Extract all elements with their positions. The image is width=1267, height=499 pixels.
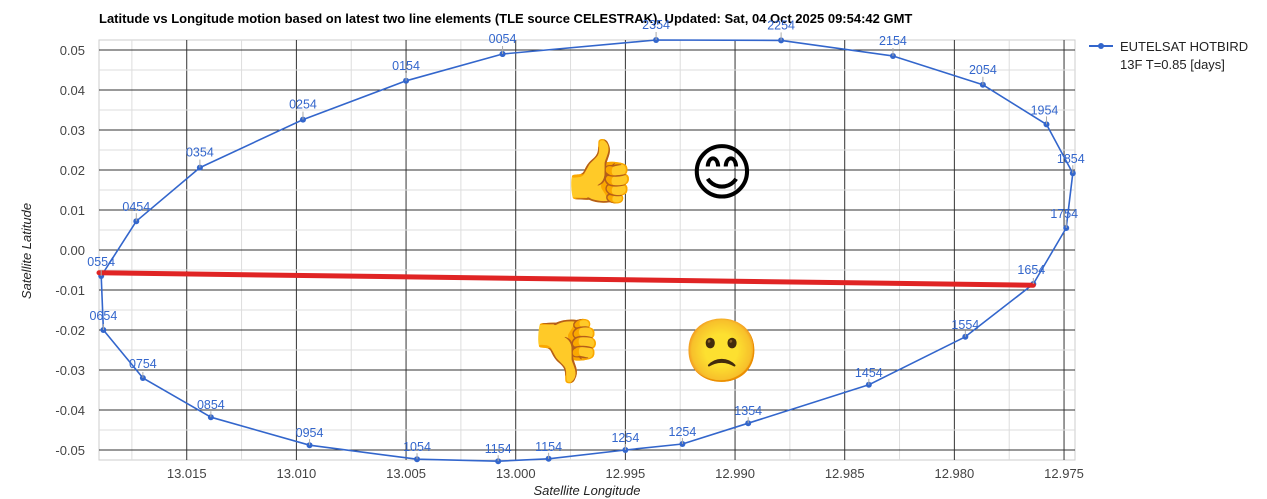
x-tick-label: 12.995	[605, 466, 645, 481]
y-tick-label: -0.01	[55, 283, 85, 298]
x-tick-label: 13.005	[386, 466, 426, 481]
data-label: 0754	[129, 357, 157, 371]
data-label: 2354	[642, 18, 670, 32]
data-label: 0854	[197, 398, 225, 412]
x-tick-label: 12.980	[934, 466, 974, 481]
thumbs-down-icon: 👎	[528, 314, 605, 387]
x-tick-label: 12.990	[715, 466, 755, 481]
thumbs-up-icon: 👍	[560, 134, 637, 207]
data-label: 1754	[1050, 207, 1078, 221]
data-label: 0354	[186, 146, 214, 160]
x-tick-label: 12.975	[1044, 466, 1084, 481]
data-label: 1654	[1017, 263, 1045, 277]
x-tick-label: 13.015	[167, 466, 207, 481]
y-tick-label: -0.04	[55, 403, 85, 418]
data-label: 1254	[669, 425, 697, 439]
y-tick-label: 0.03	[60, 123, 85, 138]
x-tick-label: 13.010	[277, 466, 317, 481]
data-label: 0254	[289, 98, 317, 112]
y-tick-label: 0.02	[60, 163, 85, 178]
data-label: 1854	[1057, 152, 1085, 166]
annotation-layer	[96, 270, 1036, 288]
data-label: 2054	[969, 63, 997, 77]
y-tick-label: 0.01	[60, 203, 85, 218]
legend[interactable]: EUTELSAT HOTBIRD 13F T=0.85 [days]	[1089, 39, 1248, 72]
data-label: 2154	[879, 34, 907, 48]
chart-title: Latitude vs Longitude motion based on la…	[99, 11, 912, 26]
data-label: 0054	[489, 32, 517, 46]
x-tick-label: 12.985	[825, 466, 865, 481]
data-label: 0554	[87, 255, 115, 269]
legend-label-line1: EUTELSAT HOTBIRD	[1120, 39, 1248, 54]
y-tick-label: 0.04	[60, 83, 85, 98]
x-tick-label: 13.000	[496, 466, 536, 481]
data-label: 1954	[1031, 103, 1059, 117]
data-label: 0154	[392, 59, 420, 73]
y-tick-label: -0.05	[55, 443, 85, 458]
grid	[98, 39, 1076, 461]
data-label: 0454	[122, 200, 150, 214]
y-tick-label: 0.05	[60, 43, 85, 58]
data-label: 0654	[89, 309, 117, 323]
y-tick-labels: 0.05 0.04 0.03 0.02 0.01 0.00 -0.01 -0.02 -0.03 -…	[55, 43, 85, 458]
legend-point-swatch	[1098, 43, 1104, 49]
data-label: 1454	[855, 366, 883, 380]
data-label: 1254	[611, 431, 639, 445]
legend-label-line2: 13F T=0.85 [days]	[1120, 57, 1225, 72]
data-label: 1154	[485, 442, 512, 456]
red-line-annotation	[96, 270, 1036, 288]
point-labels: 0054 0154 0254 0354 0454 0554 0654 0754 0854 0954…	[87, 18, 1085, 462]
smiling-face-icon: 😊	[690, 136, 755, 209]
frowning-face-icon: 🙁	[683, 314, 760, 387]
data-label: 1554	[951, 318, 979, 332]
data-label: 1054	[403, 440, 431, 454]
y-axis-title: Satellite Latitude	[19, 203, 34, 299]
x-axis-title: Satellite Longitude	[534, 483, 641, 498]
data-label: 0954	[296, 426, 324, 440]
y-tick-label: 0.00	[60, 243, 85, 258]
data-label: 1354	[734, 404, 762, 418]
data-label: 2254	[767, 18, 795, 32]
emoji-annotations: 👍 😊 👎 🙁	[528, 134, 761, 387]
y-tick-label: -0.03	[55, 363, 85, 378]
y-tick-label: -0.02	[55, 323, 85, 338]
x-tick-labels: 13.015 13.010 13.005 13.000 12.995 12.990 12.9…	[167, 466, 1084, 481]
data-label: 1154	[535, 440, 562, 454]
